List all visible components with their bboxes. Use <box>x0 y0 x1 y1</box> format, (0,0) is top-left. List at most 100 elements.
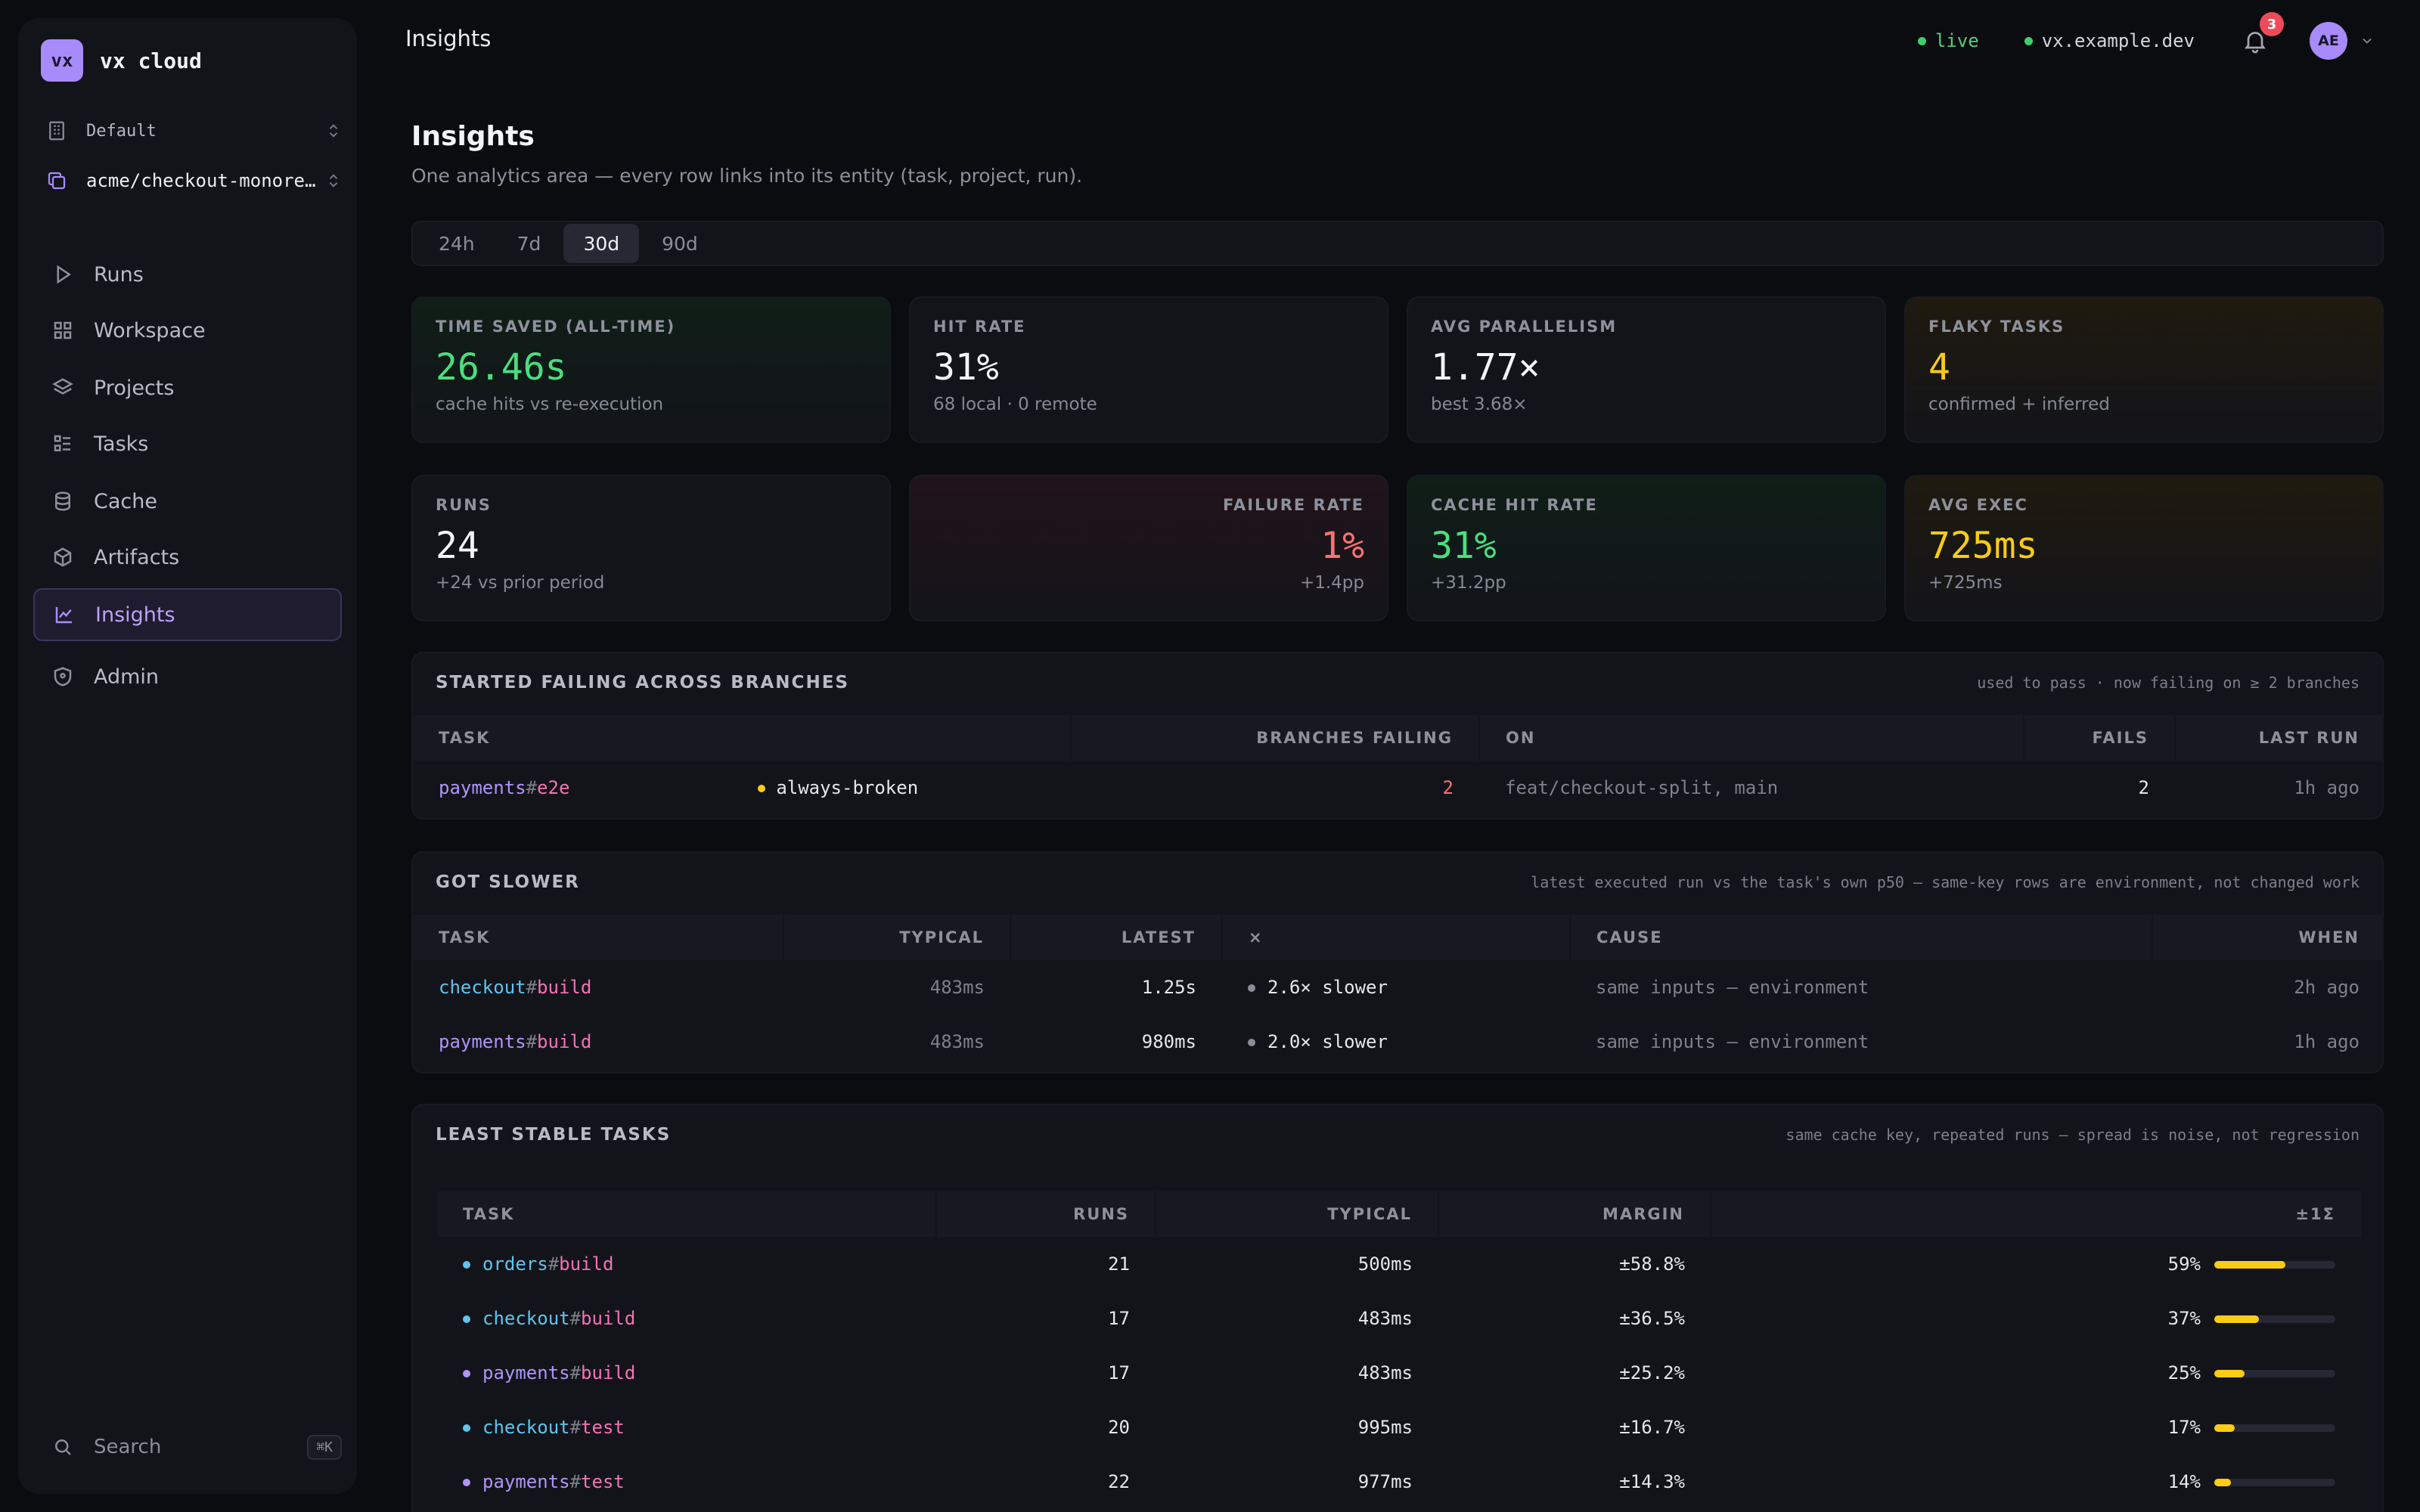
col-fails[interactable]: FAILS <box>2024 715 2176 761</box>
sidebar-search[interactable]: Search ⌘K <box>51 1430 342 1464</box>
bell-icon <box>2242 27 2269 54</box>
sigma-bar-fill <box>2214 1479 2232 1486</box>
sigma-bar-fill <box>2214 1261 2286 1269</box>
task-cell[interactable]: checkout#build <box>437 1291 936 1346</box>
sigma-pct: 14% <box>2167 1471 2201 1492</box>
table-row[interactable]: checkout#build 483ms 1.25s 2.6× slower s… <box>413 960 2382 1015</box>
task-project: payments <box>439 1031 526 1052</box>
kpi-runs[interactable]: RUNS 24 +24 vs prior period <box>411 475 891 621</box>
sidebar-item-label: Insights <box>95 603 175 627</box>
task-project: checkout <box>482 1308 570 1329</box>
building-icon <box>45 119 68 142</box>
task-cell[interactable]: payments#e2e always-broken <box>413 761 1071 815</box>
table-row[interactable]: checkout#build 17 483ms ±36.5% 37% <box>437 1291 2361 1346</box>
sidebar-item-label: Cache <box>94 489 157 513</box>
sidebar-item-workspace[interactable]: Workspace <box>33 304 342 357</box>
col-typical[interactable]: TYPICAL <box>783 915 1011 960</box>
table-row[interactable]: checkout#test 20 995ms ±16.7% 17% <box>437 1400 2361 1455</box>
task-target: build <box>581 1308 636 1329</box>
col-sigma[interactable]: ±1Σ <box>1711 1191 2361 1237</box>
typical-cell: 483ms <box>1357 1362 1413 1383</box>
sidebar-item-cache[interactable]: Cache <box>33 475 342 528</box>
col-task[interactable]: TASK <box>413 715 1072 761</box>
col-last-run[interactable]: LAST RUN <box>2175 715 2382 761</box>
col-runs[interactable]: RUNS <box>936 1191 1156 1237</box>
sigma-bar-fill <box>2214 1315 2260 1323</box>
col-margin[interactable]: MARGIN <box>1438 1191 1711 1237</box>
sidebar-item-admin[interactable]: Admin <box>33 650 342 703</box>
kpi-value: 1% <box>1320 525 1364 567</box>
database-icon <box>51 490 74 513</box>
col-task[interactable]: TASK <box>437 1191 937 1237</box>
panel-note: latest executed run vs the task's own p5… <box>1531 873 2360 891</box>
tab-7d[interactable]: 7d <box>517 232 541 255</box>
kpi-avg-parallelism[interactable]: AVG PARALLELISM 1.77× best 3.68× <box>1407 296 1886 443</box>
table-row[interactable]: payments#build 483ms 980ms 2.0× slower s… <box>413 1015 2382 1069</box>
col-when[interactable]: WHEN <box>2152 915 2382 960</box>
col-task[interactable]: TASK <box>413 915 784 960</box>
sidebar-item-tasks[interactable]: Tasks <box>33 417 342 470</box>
kpi-label: TIME SAVED (ALL-TIME) <box>436 318 676 336</box>
col-on[interactable]: ON <box>1479 715 2024 761</box>
col-typical[interactable]: TYPICAL <box>1156 1191 1439 1237</box>
col-factor[interactable]: × <box>1222 915 1571 960</box>
task-cell[interactable]: payments#test <box>437 1455 936 1509</box>
table-row[interactable]: payments#test 22 977ms ±14.3% 14% <box>437 1455 2361 1509</box>
task-cell[interactable]: orders#build <box>437 1237 936 1291</box>
table-row[interactable]: payments#build 17 483ms ±25.2% 25% <box>437 1346 2361 1400</box>
chevron-updown-icon <box>325 172 342 189</box>
stable-table: TASK RUNS TYPICAL MARGIN ±1Σ orders#buil… <box>437 1191 2361 1509</box>
chevron-down-icon[interactable] <box>2360 33 2375 48</box>
tab-90d[interactable]: 90d <box>662 232 698 255</box>
margin-cell: ±16.7% <box>1619 1417 1685 1438</box>
sidebar-item-label: Workspace <box>94 318 206 342</box>
task-cell[interactable]: checkout#build <box>413 960 783 1015</box>
brand-logo: vx <box>41 39 83 82</box>
sidebar-item-projects[interactable]: Projects <box>33 361 342 414</box>
kpi-value: 24 <box>436 525 479 567</box>
task-cell[interactable]: payments#build <box>437 1346 936 1400</box>
task-target: build <box>559 1253 614 1275</box>
workspace-selector[interactable]: Default <box>45 112 342 150</box>
project-selector[interactable]: acme/checkout-monorepo <box>45 162 342 200</box>
kpi-failure-rate[interactable]: FAILURE RATE 1% +1.4pp <box>909 475 1388 621</box>
kpi-hit-rate[interactable]: HIT RATE 31% 68 local · 0 remote <box>909 296 1388 443</box>
sidebar-item-runs[interactable]: Runs <box>33 248 342 301</box>
col-branches[interactable]: BRANCHES FAILING <box>1071 715 1480 761</box>
col-latest[interactable]: LATEST <box>1010 915 1223 960</box>
task-project: checkout <box>482 1417 570 1438</box>
table-row[interactable]: payments#e2e always-broken 2 feat/checko… <box>413 761 2382 815</box>
table-row[interactable]: orders#build 21 500ms ±58.8% 59% <box>437 1237 2361 1291</box>
factor-dot <box>1248 1039 1255 1046</box>
sigma-bar <box>2214 1479 2335 1486</box>
brand[interactable]: vx vx cloud <box>41 39 202 82</box>
task-cell[interactable]: checkout#test <box>437 1400 936 1455</box>
host-status[interactable]: vx.example.dev <box>2024 30 2195 51</box>
page-title: Insights <box>411 121 535 152</box>
tab-24h[interactable]: 24h <box>439 232 475 255</box>
project-dot <box>463 1424 470 1432</box>
kpi-time-saved[interactable]: TIME SAVED (ALL-TIME) 26.46s cache hits … <box>411 296 891 443</box>
grid-icon <box>51 319 74 342</box>
factor-cell: 2.0× slower <box>1222 1015 1570 1069</box>
kpi-label: AVG PARALLELISM <box>1431 318 1618 336</box>
kpi-label: FLAKY TASKS <box>1928 318 2065 336</box>
notifications-button[interactable]: 3 <box>2242 12 2284 54</box>
runs-cell: 17 <box>1108 1362 1130 1383</box>
kpi-avg-exec[interactable]: AVG EXEC 725ms +725ms <box>1904 475 2384 621</box>
sidebar-item-insights[interactable]: Insights <box>33 588 342 641</box>
sigma-pct: 59% <box>2167 1253 2201 1275</box>
task-cell[interactable]: payments#build <box>413 1015 783 1069</box>
kpi-cache-hit-rate[interactable]: CACHE HIT RATE 31% +31.2pp <box>1407 475 1886 621</box>
col-cause[interactable]: CAUSE <box>1570 915 2153 960</box>
page-subtitle: One analytics area — every row links int… <box>411 165 1083 187</box>
list-icon <box>51 432 74 455</box>
task-target: build <box>537 977 592 998</box>
kpi-flaky-tasks[interactable]: FLAKY TASKS 4 confirmed + inferred <box>1904 296 2384 443</box>
task-hash: # <box>526 1031 538 1052</box>
kpi-sub: cache hits vs re-execution <box>436 395 664 414</box>
avatar[interactable]: AE <box>2310 22 2347 60</box>
margin-cell: ±58.8% <box>1619 1253 1685 1275</box>
tab-30d[interactable]: 30d <box>563 224 640 263</box>
sidebar-item-artifacts[interactable]: Artifacts <box>33 531 342 584</box>
